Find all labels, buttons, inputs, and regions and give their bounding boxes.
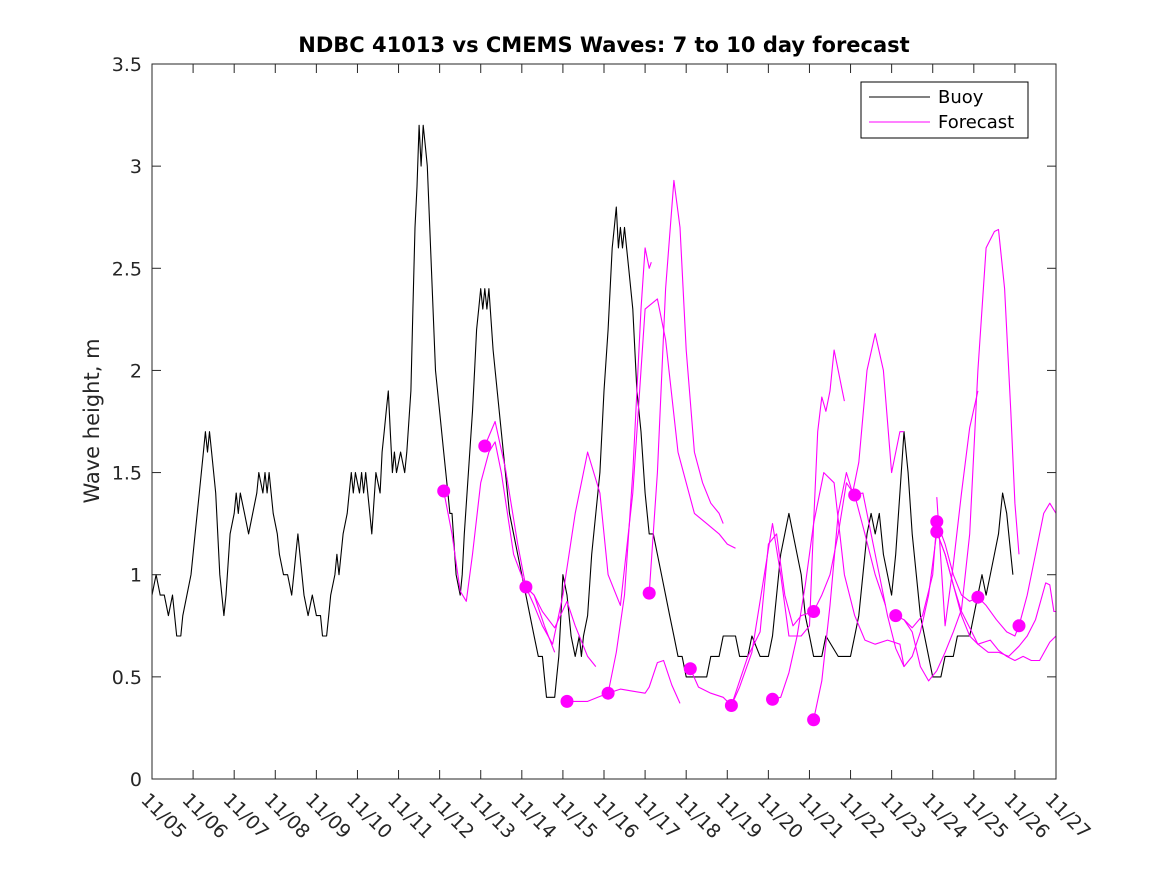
x-tick-label: 11/20 [753,789,807,843]
x-tick-label: 11/21 [794,789,848,843]
forecast-marker-17 [1012,619,1026,633]
x-tick-label: 11/14 [506,789,560,843]
forecast-marker-1 [437,484,451,498]
x-tick-label: 11/05 [136,789,190,843]
y-tick-label: 2 [130,360,142,382]
forecast-marker-8 [724,699,738,712]
forecast-line-8 [730,349,845,706]
x-tick-label: 11/25 [958,789,1012,843]
series-layer [151,124,1057,727]
forecast-line-10 [813,333,904,720]
x-tick-label: 11/23 [876,789,930,843]
legend-box [860,81,1029,139]
forecast-marker-10 [807,713,821,727]
y-tick-label: 0.5 [112,667,142,689]
x-tick-label: 11/09 [301,789,355,843]
forecast-marker-2 [478,439,492,453]
legend-label-buoy: Buoy [938,87,984,108]
forecast-line-3 [525,298,736,645]
x-tick-label: 11/11 [383,789,437,843]
forecast-line-4 [567,659,681,704]
forecast-line-9 [772,472,905,700]
forecast-marker-14 [930,515,944,529]
y-tick-label: 0 [130,769,142,791]
plot-background [152,64,1056,779]
x-tick-label: 11/06 [178,789,232,843]
forecast-marker-15 [930,525,944,539]
y-tick-label: 1 [130,565,142,587]
forecast-line-5 [607,247,652,694]
legend: Buoy Forecast [860,81,1029,139]
x-tick-label: 11/24 [917,789,971,843]
forecast-line-13 [936,531,1056,657]
forecast-line-6 [648,179,724,594]
x-tick-label: 11/13 [465,789,519,843]
y-axis-label: Wave height, m [80,338,104,503]
x-tick-label: 11/18 [671,789,725,843]
buoy-line [151,124,1014,698]
x-tick-label: 11/15 [547,789,601,843]
forecast-line-14 [903,228,1020,682]
x-tick-label: 11/27 [1040,789,1094,843]
forecast-marker-9 [766,692,779,706]
forecast-line-15 [936,390,979,627]
y-tick-label: 2.5 [112,258,142,280]
chart-title: NDBC 41013 vs CMEMS Waves: 7 to 10 day f… [298,33,909,57]
forecast-marker-3 [519,580,533,594]
x-tick-label: 11/07 [219,789,273,843]
forecast-marker-5 [601,686,615,700]
forecast-marker-16 [971,590,985,604]
y-tick-label: 1.5 [112,463,142,485]
forecast-marker-11 [807,605,821,618]
forecast-marker-12 [848,488,862,502]
forecast-marker-6 [642,586,656,600]
x-tick-label: 11/26 [999,789,1053,843]
forecast-marker-7 [683,662,697,676]
x-tick-label: 11/22 [835,789,889,843]
y-tick-label: 3 [130,156,142,178]
forecast-line-2 [484,420,597,667]
x-tick-label: 11/10 [342,789,396,843]
legend-label-forecast: Forecast [938,112,1014,133]
x-tick-label: 11/12 [424,789,478,843]
x-tick-label: 11/16 [588,789,642,843]
forecast-marker-4 [560,694,574,708]
x-tick-label: 11/17 [630,789,684,843]
x-tick-label: 11/08 [260,789,314,843]
x-tick-label: 11/19 [712,789,766,843]
forecast-marker-13 [889,609,903,623]
y-tick-label: 3.5 [112,54,142,76]
